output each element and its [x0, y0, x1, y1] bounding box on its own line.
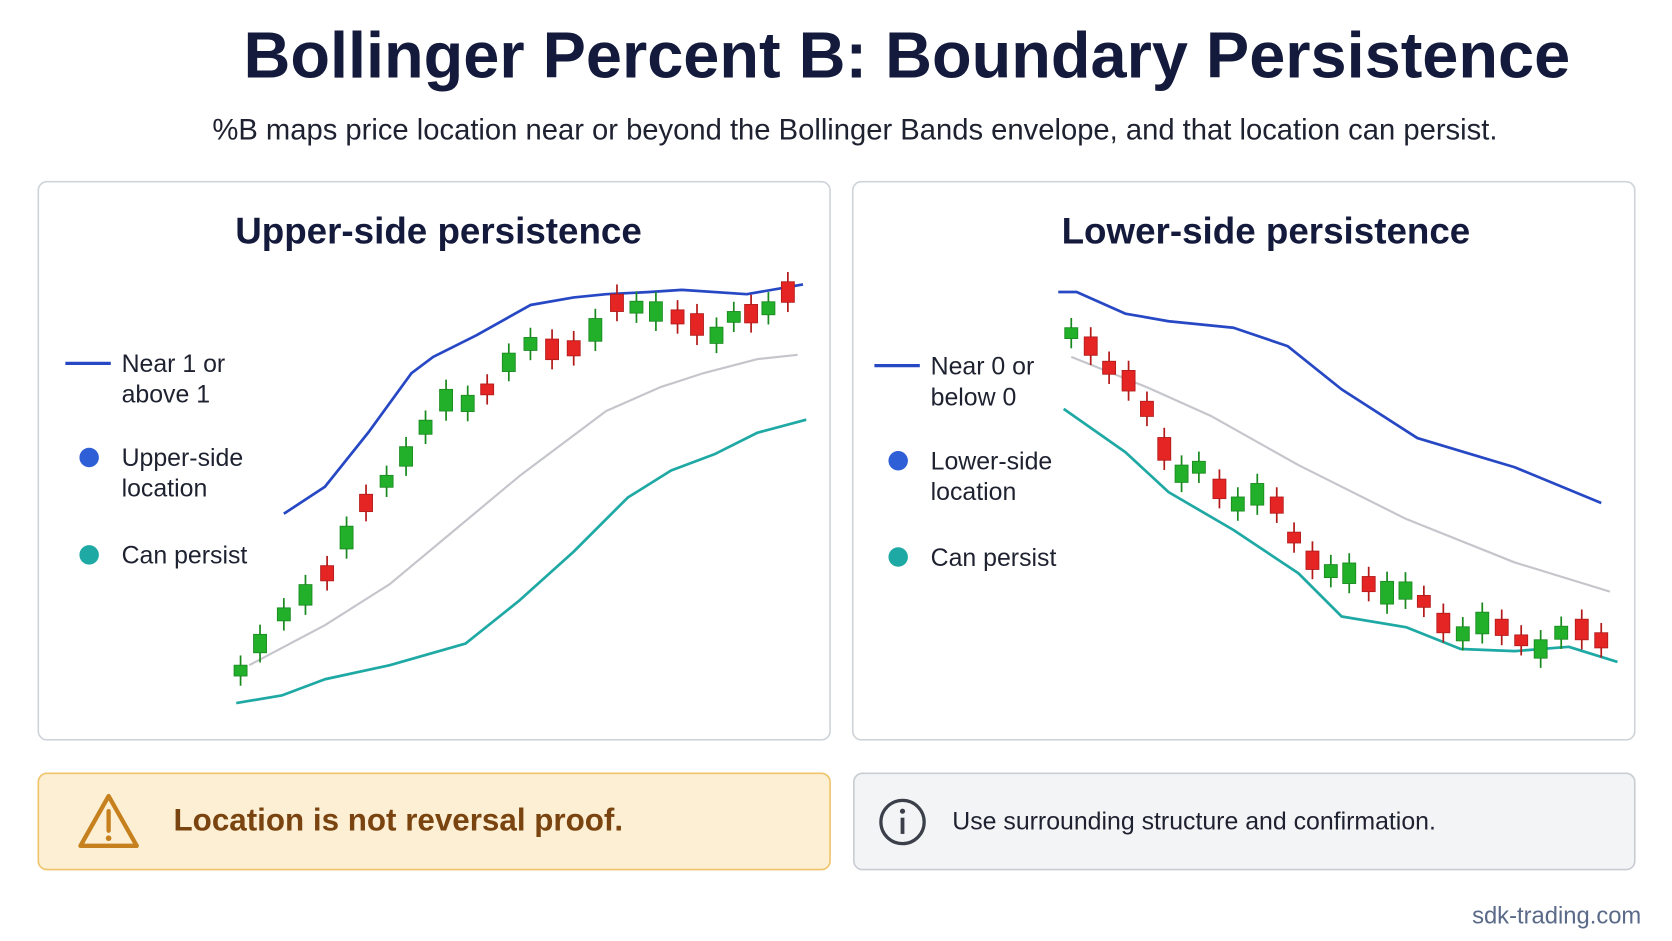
warning-text: Location is not reversal proof. — [174, 802, 624, 837]
candle-body — [276, 607, 291, 622]
candle-body — [233, 664, 248, 677]
candle-body — [460, 394, 475, 412]
footer: sdk-trading.com — [1472, 902, 1641, 929]
candle-body — [253, 633, 267, 654]
warning-box — [37, 772, 831, 871]
subtitle: %B maps price location near or beyond th… — [212, 115, 1497, 147]
band-line — [283, 283, 804, 515]
candle-body — [439, 388, 454, 412]
info-text: Use surrounding structure and confirmati… — [952, 808, 1436, 836]
candle-body — [1083, 336, 1098, 356]
candle-body — [523, 337, 538, 351]
candle-body — [1436, 612, 1451, 634]
legend-text: location — [931, 478, 1017, 506]
legend-text: above 1 — [122, 380, 210, 408]
candle-body — [1342, 562, 1357, 584]
candle-body — [648, 301, 663, 322]
candle-body — [1594, 632, 1609, 649]
band-line — [1070, 355, 1611, 593]
candle-body — [588, 318, 603, 342]
candle-body — [298, 584, 313, 606]
candle-body — [1157, 437, 1172, 461]
candle-body — [1191, 460, 1206, 474]
candle-body — [1416, 594, 1431, 608]
candle-body — [1174, 464, 1189, 483]
panel-title: Lower-side persistence — [1062, 210, 1471, 251]
candle-body — [359, 493, 373, 513]
legend-text: Near 0 or — [931, 352, 1035, 380]
legend-dot — [79, 545, 99, 565]
candle-body — [480, 383, 495, 396]
info-box — [853, 772, 1636, 871]
legend-text: Upper-side — [122, 444, 244, 472]
info-icon — [879, 798, 926, 846]
candle-body — [1455, 626, 1470, 642]
candle-body — [1475, 611, 1490, 635]
legend-dot — [888, 547, 908, 567]
candle-body — [1269, 496, 1284, 514]
candle-body — [418, 419, 433, 435]
candle-body — [690, 313, 704, 336]
candle-body — [1380, 580, 1395, 605]
candle-body — [1121, 370, 1136, 392]
candle-body — [320, 565, 335, 582]
candle-body — [1398, 581, 1413, 600]
candle-body — [1533, 639, 1548, 659]
band-line — [248, 353, 798, 667]
title: Bollinger Percent B: Boundary Persistenc… — [243, 19, 1570, 92]
legend-text: Lower-side — [931, 447, 1053, 475]
candle-body — [1287, 531, 1301, 544]
legend-text: below 0 — [931, 384, 1017, 412]
panel — [851, 180, 1636, 741]
candle-body — [1212, 478, 1227, 500]
candle-body — [780, 281, 795, 303]
panel-title: Upper-side persistence — [235, 210, 642, 251]
candle-body — [761, 301, 776, 316]
candle-body — [1230, 496, 1245, 512]
candle-body — [1494, 618, 1509, 636]
candle-body — [1102, 360, 1117, 375]
candle-body — [1554, 625, 1569, 640]
candle-body — [1305, 550, 1320, 570]
candle-body — [629, 300, 644, 314]
band-line — [1058, 290, 1602, 505]
candle-body — [610, 293, 624, 312]
candle-body — [1140, 400, 1154, 417]
candle-body — [1361, 576, 1376, 593]
candle-body — [379, 474, 394, 488]
candle-body — [670, 309, 685, 325]
legend-dot — [888, 451, 908, 471]
candle-body — [1514, 634, 1529, 647]
candle-body — [566, 340, 581, 357]
candle-body — [1323, 564, 1338, 579]
legend-dot — [79, 447, 99, 468]
candle-body — [545, 338, 559, 361]
candle-body — [744, 304, 759, 324]
band-line — [236, 418, 807, 705]
candle-body — [709, 326, 724, 344]
candle-body — [1250, 483, 1265, 506]
legend-text: Can persist — [931, 544, 1057, 572]
charts — [233, 272, 1618, 705]
legend-text: location — [122, 475, 208, 503]
candle-body — [339, 525, 354, 550]
legend-text: Near 1 or — [122, 350, 226, 378]
panel — [37, 180, 831, 741]
warning-icon — [78, 793, 139, 848]
candle-body — [501, 352, 516, 372]
candle-body — [1574, 618, 1589, 641]
legend-text: Can persist — [122, 542, 248, 570]
candle-body — [399, 446, 413, 467]
candle-body — [1064, 327, 1079, 339]
band-line — [1062, 407, 1618, 664]
candle-body — [726, 311, 741, 323]
